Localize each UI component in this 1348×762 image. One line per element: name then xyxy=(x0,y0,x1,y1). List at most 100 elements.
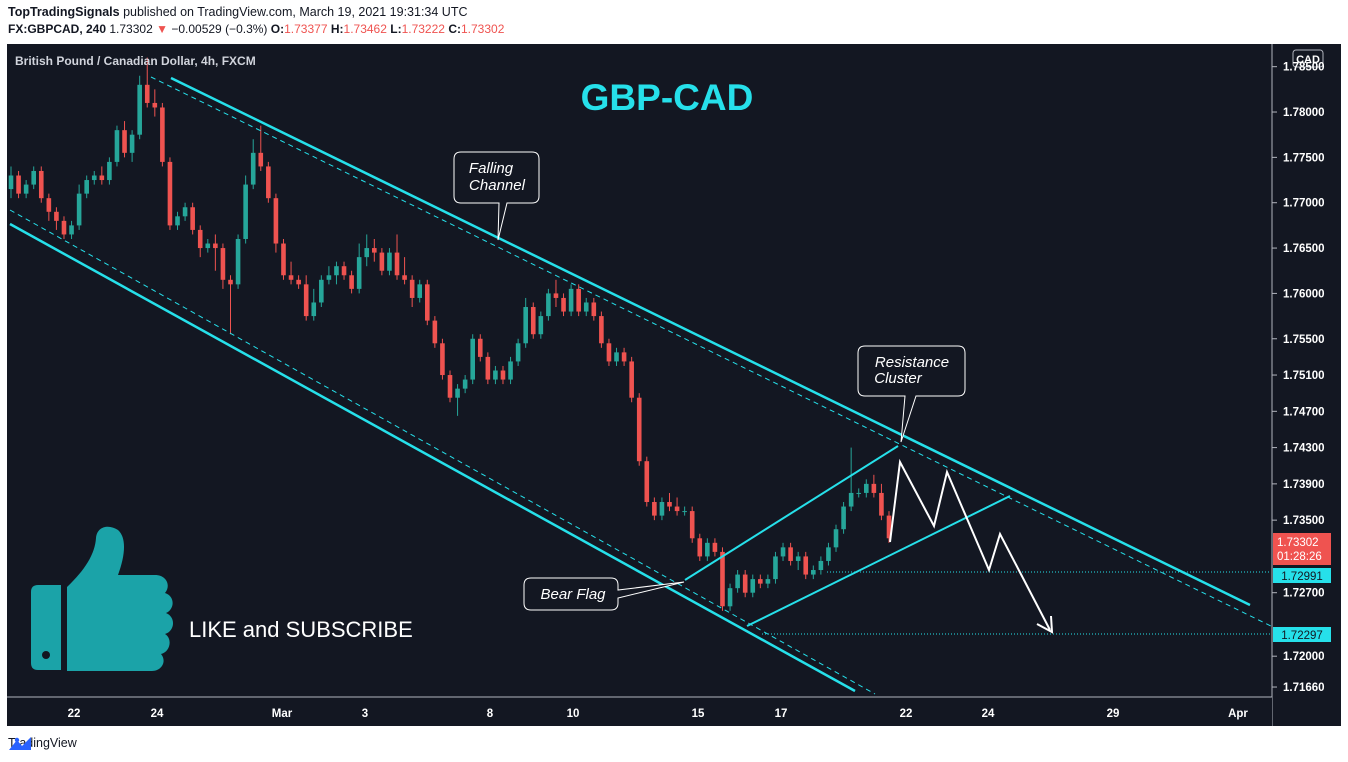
time-scale[interactable] xyxy=(7,697,1272,726)
price-badge xyxy=(1273,533,1331,565)
falling-channel-callout: Falling Channel xyxy=(453,151,540,241)
candle-body xyxy=(644,461,650,503)
candle-body xyxy=(818,560,824,571)
candle-body xyxy=(848,492,854,507)
y-tick-label: 1.72700 xyxy=(1283,588,1325,600)
candle-body xyxy=(863,483,869,493)
callout-line-2: Cluster xyxy=(874,370,923,387)
price-scale[interactable] xyxy=(1272,44,1341,726)
candle-body xyxy=(788,547,793,561)
candle-body xyxy=(303,284,309,317)
currency-badge[interactable] xyxy=(1292,49,1324,68)
candle-body xyxy=(122,130,127,153)
chart-area[interactable]: GBP-CAD British Pound / Canadian Dollar,… xyxy=(7,44,1341,726)
candle-body xyxy=(8,175,14,190)
candle-body xyxy=(311,302,317,317)
x-tick-label: 24 xyxy=(982,708,995,720)
candle-body xyxy=(341,266,347,276)
x-ticks: 22 24 Mar 3 8 10 15 17 22 24 29 Apr xyxy=(68,708,1249,720)
candle-body xyxy=(500,370,506,380)
y-tick-label: 1.74700 xyxy=(1283,406,1325,418)
candle-body xyxy=(477,338,483,357)
candle-body xyxy=(682,511,687,513)
y-tick-label: 1.73900 xyxy=(1283,479,1325,491)
x-tick-label: 8 xyxy=(487,708,494,720)
candle-body xyxy=(765,579,771,584)
last-price: 1.73302 xyxy=(109,22,153,36)
candle-body xyxy=(826,547,831,561)
candle-body xyxy=(485,356,491,380)
channel-upper-line xyxy=(170,76,1251,607)
candle-body xyxy=(129,134,135,153)
author-name[interactable]: TopTradingSignals xyxy=(8,5,120,19)
candle-body xyxy=(591,302,597,317)
y-tick-label: 1.71660 xyxy=(1283,682,1325,694)
candle-body xyxy=(758,579,763,584)
candle-body xyxy=(599,316,604,344)
candle-body xyxy=(23,184,29,194)
candle-body xyxy=(568,288,574,312)
candle-body xyxy=(281,243,286,276)
y-tick-label: 1.78500 xyxy=(1283,62,1325,74)
candle-body xyxy=(372,248,377,253)
candle-body xyxy=(538,316,544,335)
chart-title: GBP-CAD xyxy=(581,77,754,118)
candle-body xyxy=(561,297,566,312)
candle-body xyxy=(402,275,407,280)
candle-body xyxy=(160,107,165,162)
candle-body xyxy=(440,343,445,376)
candle-body xyxy=(523,307,528,344)
low-value: 1.73222 xyxy=(401,22,445,36)
candle-body xyxy=(349,275,354,289)
candle-body xyxy=(175,216,180,226)
level-label-2: 1.72297 xyxy=(1281,630,1323,642)
candle-body xyxy=(76,193,82,226)
y-ticks: 1.78500 1.78000 1.77500 1.77000 1.76500 1.760… xyxy=(1272,62,1325,694)
x-tick-label: 22 xyxy=(68,708,81,720)
bear-flag-callout: Bear Flag xyxy=(523,577,685,611)
candle-body xyxy=(614,352,619,362)
candle-body xyxy=(182,207,188,217)
y-tick-label: 1.77000 xyxy=(1283,198,1325,210)
candle-body xyxy=(61,220,67,235)
x-tick-label: Apr xyxy=(1228,708,1248,720)
candle-body xyxy=(583,302,589,312)
x-tick-label: 17 xyxy=(775,708,788,720)
candle-body xyxy=(780,547,786,557)
candle-body xyxy=(205,243,211,249)
candle-body xyxy=(803,556,809,575)
candle-body xyxy=(114,130,120,162)
candle-body xyxy=(841,506,846,530)
candle-body xyxy=(288,275,294,280)
candle-body xyxy=(712,542,718,552)
candle-body xyxy=(462,379,468,389)
high-label: H: xyxy=(330,22,344,36)
candle-body xyxy=(144,84,150,103)
candle-body xyxy=(31,170,37,185)
candle-body xyxy=(228,279,233,285)
candle-body xyxy=(553,293,559,298)
candle-body xyxy=(16,175,21,194)
cta-text[interactable]: LIKE and SUBSCRIBE xyxy=(189,617,413,642)
candle-body xyxy=(250,152,256,185)
candle-body xyxy=(364,248,370,258)
publication-line: TopTradingSignals published on TradingVi… xyxy=(8,5,468,19)
candle-body xyxy=(296,279,301,285)
x-tick-label: 10 xyxy=(567,708,580,720)
published-text: published on TradingView.com, March 19, … xyxy=(123,5,468,19)
instrument-label: British Pound / Canadian Dollar, 4h, FXC… xyxy=(15,54,256,68)
y-tick-label: 1.75500 xyxy=(1283,334,1325,346)
callout-line-1: Resistance xyxy=(875,354,949,371)
candle-body xyxy=(750,579,756,593)
candle-body xyxy=(356,257,362,289)
close-value: 1.73302 xyxy=(460,22,505,36)
candle-body xyxy=(326,275,332,280)
chart-svg[interactable]: GBP-CAD British Pound / Canadian Dollar,… xyxy=(7,44,1341,726)
resistance-cluster-callout: Resistance Cluster xyxy=(857,345,966,443)
high-value: 1.73462 xyxy=(343,22,387,36)
projection-arrowhead xyxy=(1036,615,1054,634)
candle-body xyxy=(190,207,195,230)
y-tick-label: 1.77500 xyxy=(1283,152,1325,164)
change-value: −0.00529 (−0.3%) xyxy=(171,22,268,36)
candle-body xyxy=(871,483,877,493)
